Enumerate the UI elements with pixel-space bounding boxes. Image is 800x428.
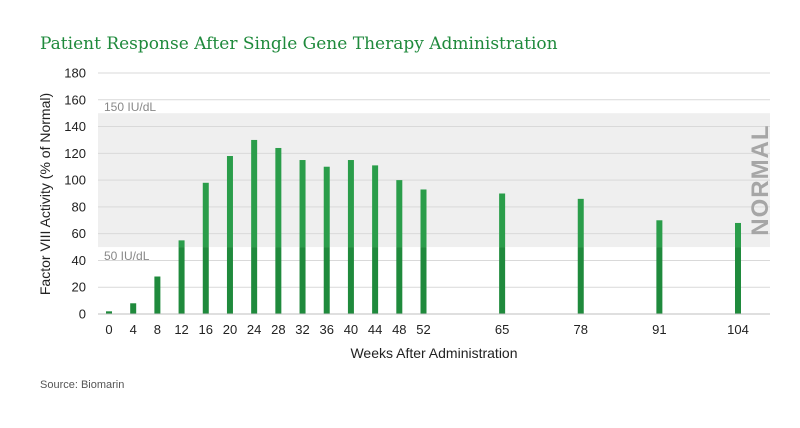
x-tick-label-48: 48 (392, 322, 406, 337)
bar-78-upper (577, 198, 584, 248)
bar-65 (499, 247, 506, 314)
bar-12 (178, 247, 185, 314)
x-tick-label-36: 36 (319, 322, 333, 337)
bar-52-upper (420, 189, 427, 248)
y-tick-label-100: 100 (64, 173, 86, 188)
source-note: Source: Biomarin (40, 379, 125, 391)
x-tick-label-4: 4 (130, 322, 137, 337)
y-tick-label-60: 60 (72, 226, 86, 241)
bar-0 (106, 311, 112, 314)
x-tick-label-16: 16 (199, 322, 213, 337)
x-tick-label-20: 20 (223, 322, 237, 337)
x-axis-title: Weeks After Administration (350, 345, 517, 361)
x-tick-label-52: 52 (416, 322, 430, 337)
band-upper-label: 150 IU/dL (104, 100, 156, 114)
bar-104 (735, 247, 741, 314)
x-tick-label-8: 8 (154, 322, 161, 337)
bar-28-upper (275, 147, 282, 248)
gridlines (98, 72, 770, 288)
bar-40 (347, 247, 354, 314)
x-tick-label-28: 28 (271, 322, 285, 337)
bar-4 (130, 303, 137, 314)
bar-52 (420, 247, 427, 314)
x-tick-label-12: 12 (174, 322, 188, 337)
labels: Weeks After Administration Factor VIII Ac… (37, 93, 774, 361)
bar-44-upper (372, 165, 379, 248)
x-tick-label-104: 104 (727, 322, 749, 337)
y-tick-label-0: 0 (79, 307, 86, 322)
x-tick-label-78: 78 (574, 322, 588, 337)
y-tick-label-80: 80 (72, 199, 86, 214)
x-tick-label-0: 0 (105, 322, 112, 337)
x-tick-label-24: 24 (247, 322, 261, 337)
bar-20-upper (226, 156, 233, 248)
bar-32 (299, 247, 306, 314)
x-tick-label-44: 44 (368, 322, 382, 337)
x-tick-label-32: 32 (295, 322, 309, 337)
bar-24 (251, 247, 258, 314)
bar-91-upper (656, 220, 663, 248)
bar-20 (226, 247, 233, 314)
y-tick-label-140: 140 (64, 119, 86, 134)
bar-40-upper (347, 160, 354, 248)
bar-28 (275, 247, 282, 314)
y-tick-label-180: 180 (64, 66, 86, 81)
bar-48 (396, 247, 403, 314)
bar-91 (656, 247, 663, 314)
bar-65-upper (499, 193, 506, 248)
bar-24-upper (251, 139, 258, 248)
y-axis-title: Factor VIII Activity (% of Normal) (37, 93, 53, 295)
bar-32-upper (299, 160, 306, 248)
x-tick-label-40: 40 (344, 322, 358, 337)
y-tick-label-160: 160 (64, 92, 86, 107)
bar-78 (577, 247, 584, 314)
bar-36 (323, 247, 330, 314)
x-tick-label-91: 91 (652, 322, 666, 337)
bar-16 (202, 247, 209, 314)
y-tick-label-120: 120 (64, 146, 86, 161)
y-tick-label-40: 40 (72, 253, 86, 268)
bar-16-upper (202, 182, 209, 248)
bar-8 (154, 276, 161, 314)
x-tick-label-65: 65 (495, 322, 509, 337)
bar-104-upper (735, 222, 741, 248)
bar-44 (372, 247, 379, 314)
chart-title: Patient Response After Single Gene Thera… (40, 34, 558, 54)
bar-12-upper (178, 240, 185, 248)
band-lower-label: 50 IU/dL (104, 249, 150, 263)
y-tick-label-20: 20 (72, 280, 86, 295)
bar-48-upper (396, 180, 403, 248)
bar-36-upper (323, 166, 330, 248)
bars (106, 139, 741, 314)
normal-band-label: NORMAL (747, 124, 774, 235)
